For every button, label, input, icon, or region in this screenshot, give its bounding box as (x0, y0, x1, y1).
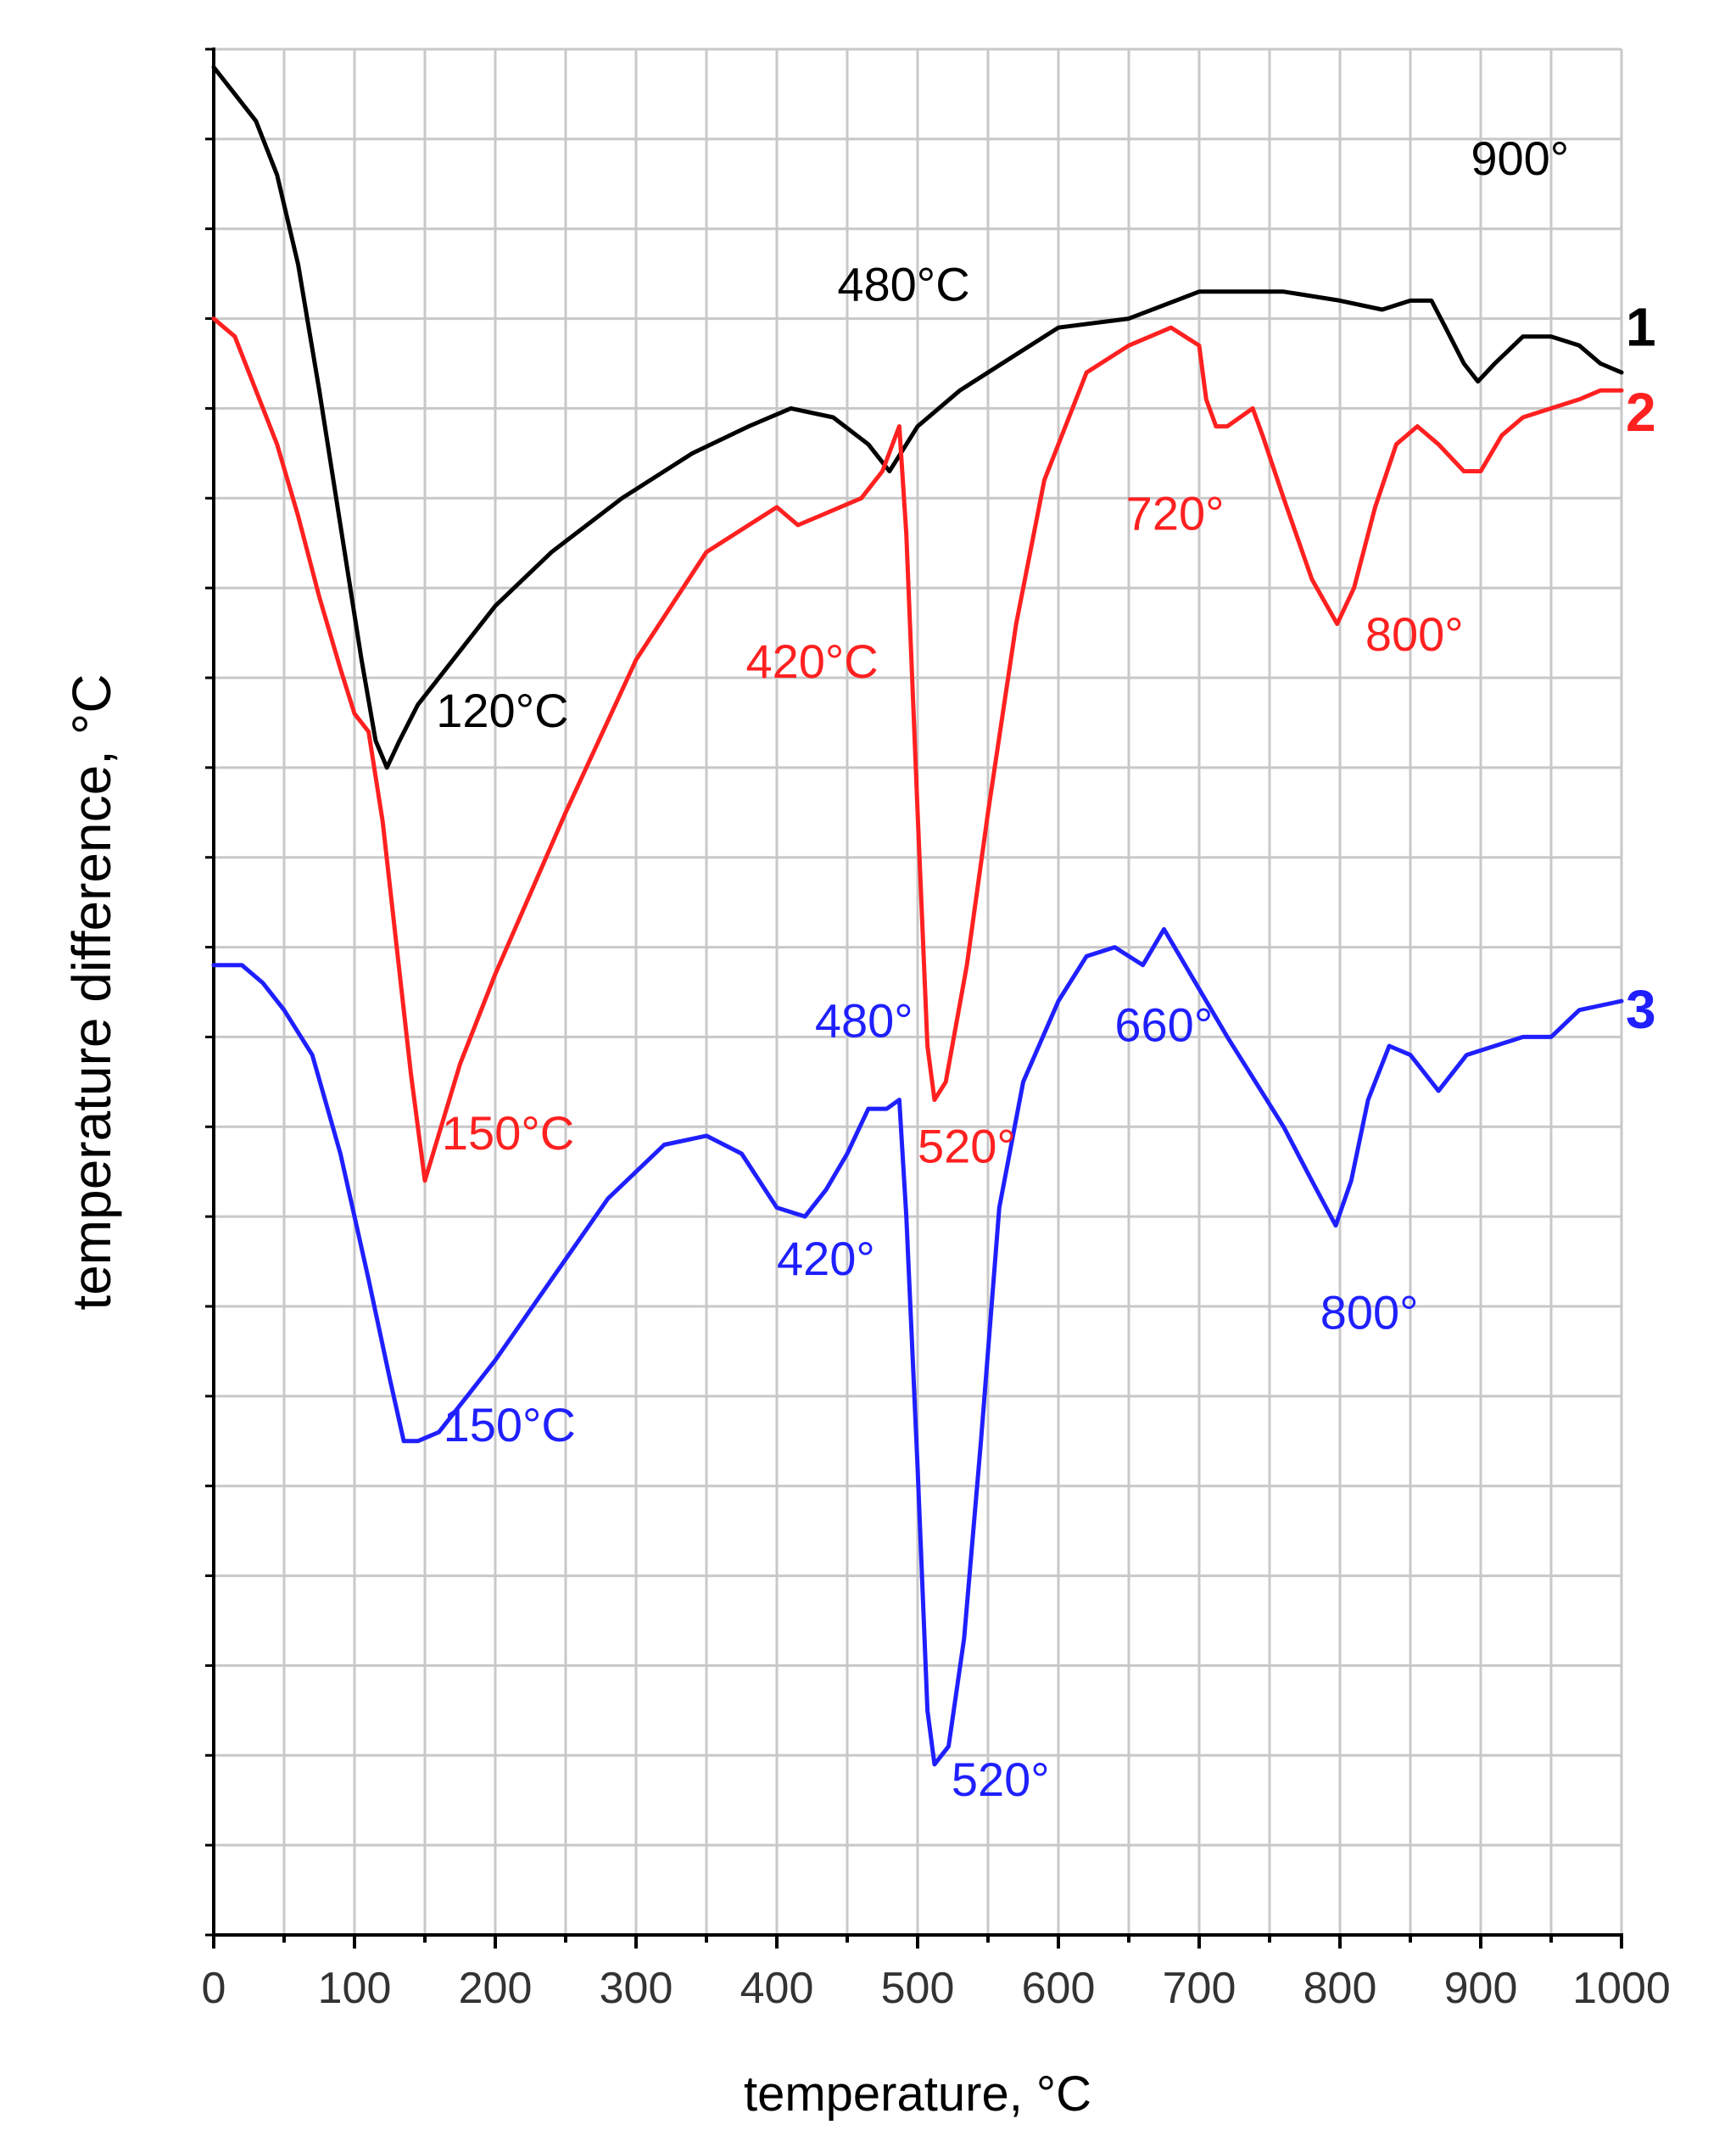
series-id-1: 1 (1626, 296, 1656, 357)
x-tick-label: 800 (1303, 1964, 1377, 2013)
series-id-3: 3 (1626, 979, 1656, 1040)
series-line-3 (211, 926, 1624, 1767)
x-tick-labels: 0 100 200 300 400 500 600 700 800 900 1000 (202, 1964, 1671, 2013)
peak-label: 720° (1126, 486, 1225, 540)
peak-label: 480° (815, 993, 913, 1047)
series-line-1 (211, 64, 1624, 770)
peak-label: 150°C (444, 1398, 576, 1451)
series-lines (211, 64, 1624, 1767)
grid (214, 48, 1623, 1935)
x-tick-label: 1000 (1572, 1964, 1671, 2013)
x-tick-label: 200 (459, 1964, 533, 2013)
peak-label: 520° (918, 1120, 1016, 1173)
x-tick-label: 700 (1163, 1964, 1236, 2013)
peak-label: 800° (1320, 1285, 1419, 1339)
axes (205, 48, 1623, 1949)
x-tick-label: 400 (740, 1964, 814, 2013)
x-tick-label: 300 (600, 1964, 673, 2013)
x-axis-label: temperature, °C (744, 2066, 1091, 2122)
series-line-2 (211, 316, 1624, 1183)
y-axis-label: temperature difference, °C (61, 674, 122, 1310)
annotations: 120°C 480°C 900° 1 150°C 420°C 520° 720° 800° 150… (436, 131, 1655, 1806)
series-id-2: 2 (1626, 382, 1656, 443)
peak-label: 150°C (442, 1106, 574, 1160)
peak-label: 800° (1365, 607, 1464, 661)
peak-label: 520° (952, 1753, 1050, 1806)
peak-label: 120°C (436, 684, 568, 737)
x-tick-label: 600 (1022, 1964, 1096, 2013)
peak-label: 900° (1471, 131, 1569, 185)
x-tick-label: 100 (318, 1964, 392, 2013)
peak-label: 420°C (745, 635, 878, 688)
x-tick-label: 900 (1444, 1964, 1518, 2013)
peak-label: 480°C (837, 257, 969, 310)
x-tick-label: 500 (881, 1964, 955, 2013)
peak-label: 660° (1114, 998, 1213, 1052)
x-tick-label: 0 (202, 1964, 226, 2013)
peak-label: 420° (777, 1232, 875, 1285)
